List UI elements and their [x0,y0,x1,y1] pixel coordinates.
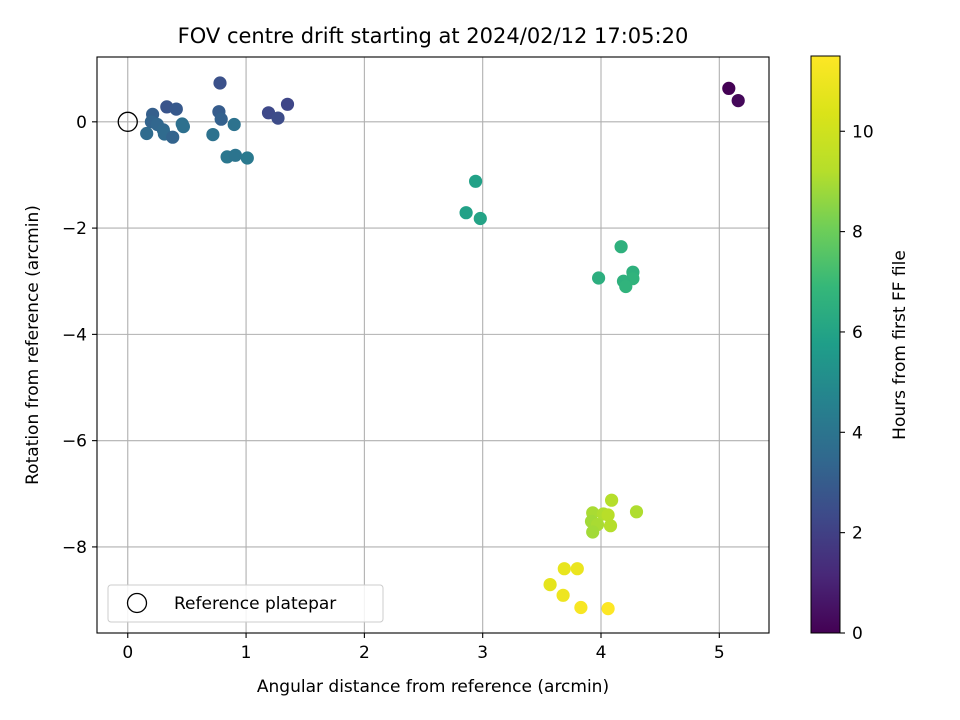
scatter-point [228,148,242,162]
colorbar-label: Hours from first FF file [890,250,910,440]
colorbar-tick-label: 10 [852,122,874,142]
legend-label: Reference platepar [174,594,336,614]
y-tick-label: −6 [62,432,87,452]
scatter-point [206,128,220,142]
scatter-point [722,81,736,95]
scatter-point [619,279,633,294]
scatter-point [601,602,615,616]
scatter-point [601,508,615,522]
scatter-point [543,578,557,592]
scatter-point [574,600,588,615]
scatter-point [570,562,584,576]
y-tick-label: −8 [62,538,87,558]
colorbar-tick-label: 2 [852,524,863,544]
scatter-point [271,111,285,125]
scatter-point [629,505,644,519]
scatter-point [603,519,618,533]
scatter-point [557,562,571,576]
scatter-point [592,271,606,285]
scatter-point [214,112,228,126]
chart-title: FOV centre drift starting at 2024/02/12 … [178,24,689,48]
scatter-point [605,493,619,507]
colorbar-tick-label: 0 [852,624,863,644]
y-tick-label: −2 [62,219,87,239]
scatter-point [227,117,241,132]
x-tick-label: 4 [596,643,607,663]
scatter-point [213,76,227,90]
legend-box: Reference platepar [107,584,384,623]
scatter-point [731,94,745,108]
scatter-point [140,126,154,141]
x-tick-label: 0 [122,643,133,663]
scatter-point [556,588,570,602]
scatter-point [240,151,254,165]
colorbar-tick-label: 4 [852,423,863,443]
scatter-point [614,240,628,254]
scatter-point [166,130,180,144]
colorbar [810,55,841,634]
x-tick-label: 5 [714,643,725,663]
colorbar-tick-label: 6 [852,323,863,343]
scatter-point [469,174,483,188]
scatter-point [169,102,183,116]
scatter-point [176,120,190,134]
legend-marker [126,592,148,614]
scatter-point [459,206,473,220]
x-tick-label: 1 [241,643,252,663]
x-tick-label: 3 [477,643,488,663]
y-axis-label: Rotation from reference (arcmin) [23,205,43,485]
y-tick-label: 0 [76,113,87,133]
data-points [140,76,745,616]
colorbar-tick-label: 8 [852,223,863,243]
scatter-point [586,525,600,539]
x-axis-label: Angular distance from reference (arcmin) [257,677,609,697]
colorbar-ticks: 0 2 4 6 8 10 [840,122,874,644]
plot-frame [96,56,770,634]
axis-ticks: 0 1 2 3 4 5 0 −2 −4 −6 −8 [62,113,725,663]
y-tick-label: −4 [62,325,87,345]
scatter-point [280,97,295,111]
x-tick-label: 2 [359,643,370,663]
grid-lines [97,57,769,633]
scatter-point [473,211,487,226]
reference-point-marker [117,111,138,132]
